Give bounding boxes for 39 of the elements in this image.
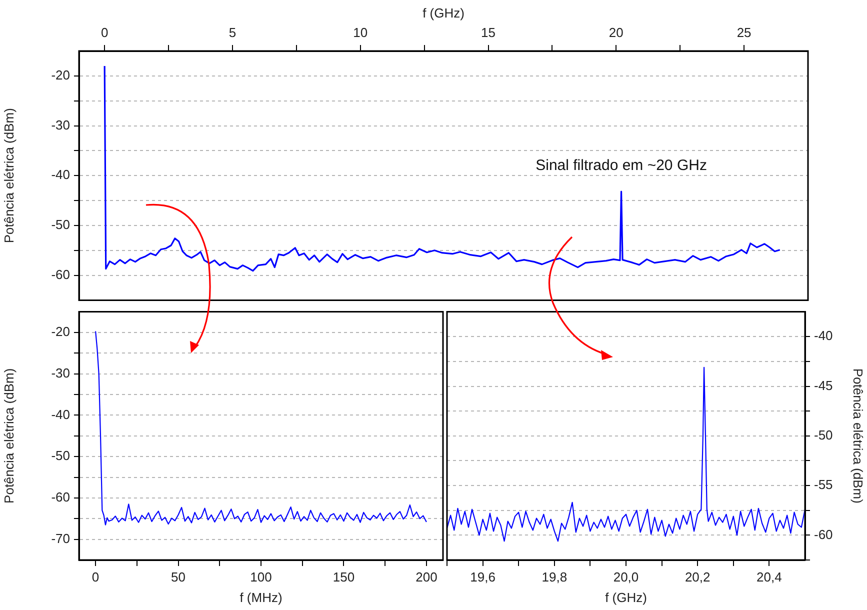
y2-tick-label: -60	[814, 526, 833, 542]
x-tick-label: 50	[171, 569, 186, 584]
y2-tick-label: -45	[814, 378, 833, 393]
y-tick-label: -50	[51, 217, 70, 232]
x-tick-label: 5	[228, 24, 236, 40]
x-tick-label: 150	[332, 569, 355, 584]
y-axis-title: Potência elétrica (dBm)	[1, 368, 16, 504]
x-tick-label: 19,8	[542, 569, 568, 584]
x-axis-title: f (GHz)	[422, 5, 464, 20]
y2-tick-label: -50	[814, 427, 833, 442]
x-tick-label: 19,6	[470, 569, 496, 584]
x-tick-label: 20	[608, 24, 624, 40]
x-tick-label: 20,0	[613, 569, 639, 584]
y-tick-label: -70	[51, 530, 70, 546]
x-tick-label: 25	[736, 24, 752, 40]
x-tick-label: 0	[92, 569, 100, 584]
x-tick-label: 10	[353, 24, 368, 40]
y-tick-label: -20	[51, 324, 70, 340]
x-tick-label: 200	[416, 569, 438, 584]
y-tick-label: -30	[51, 365, 70, 380]
y-tick-label: -30	[51, 117, 70, 132]
y-tick-label: -50	[51, 448, 70, 464]
x-axis-title: f (MHz)	[240, 590, 282, 605]
y2-tick-label: -40	[814, 328, 833, 344]
y2-axis-title: Potência elétrica (dBm)	[850, 368, 866, 504]
x-tick-label: 100	[250, 569, 272, 584]
annotation: Sinal filtrado em ~20 GHz	[536, 157, 707, 174]
y-tick-label: -40	[51, 167, 70, 182]
x-axis-title: f (GHz)	[605, 590, 647, 605]
x-tick-label: 20,2	[684, 569, 710, 584]
y2-tick-label: -55	[814, 477, 833, 492]
y-tick-label: -60	[51, 266, 70, 282]
y-tick-label: -20	[51, 68, 70, 82]
x-tick-label: 15	[481, 24, 496, 40]
y-axis-title: Potência elétrica (dBm)	[1, 108, 16, 244]
x-tick-label: 20,4	[756, 569, 782, 584]
y-tick-label: -60	[51, 490, 70, 505]
y-tick-label: -40	[51, 406, 70, 422]
x-tick-label: 0	[100, 24, 108, 40]
